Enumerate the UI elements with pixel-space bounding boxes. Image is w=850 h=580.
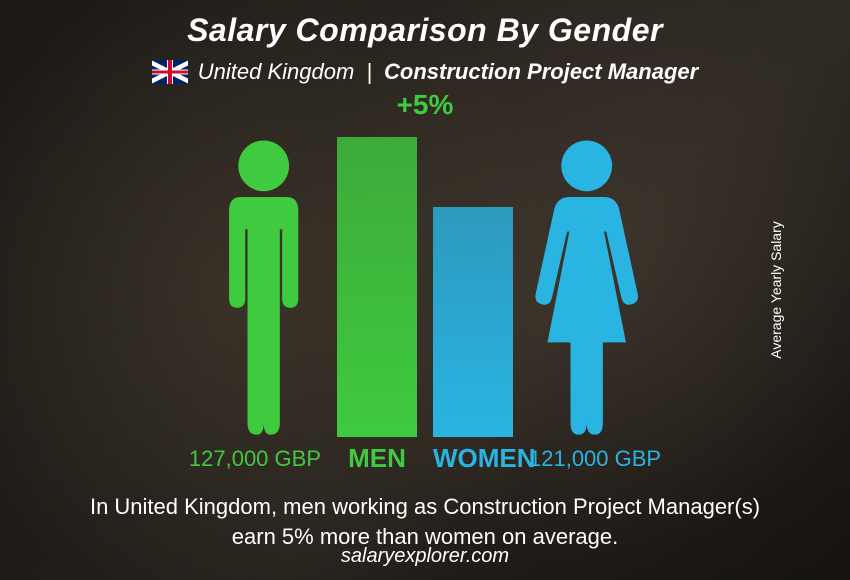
job-title-label: Construction Project Manager [384, 59, 698, 85]
men-icon-column [206, 117, 321, 437]
subtitle-divider: | [366, 59, 372, 85]
labels-row: 127,000 GBP MEN WOMEN 121,000 GBP [171, 443, 679, 474]
subtitle-row: United Kingdom | Construction Project Ma… [152, 59, 698, 85]
man-icon [206, 137, 321, 437]
infographic-container: Salary Comparison By Gender United Kingd… [0, 0, 850, 580]
page-title: Salary Comparison By Gender [187, 12, 663, 49]
description-text: In United Kingdom, men working as Constr… [65, 492, 785, 551]
uk-flag-icon [152, 60, 188, 84]
men-gender-label: MEN [337, 443, 417, 474]
women-bar [433, 207, 513, 437]
men-bar [337, 137, 417, 437]
women-gender-label: WOMEN [433, 443, 513, 474]
footer-attribution: salaryexplorer.com [0, 545, 850, 568]
chart-area [206, 117, 645, 437]
country-label: United Kingdom [198, 59, 355, 85]
woman-icon [529, 137, 644, 437]
men-salary-value: 127,000 GBP [171, 446, 321, 472]
women-icon-column [529, 117, 644, 437]
y-axis-label: Average Yearly Salary [767, 221, 783, 359]
women-salary-value: 121,000 GBP [529, 446, 679, 472]
men-bar-column [337, 117, 417, 437]
women-bar-column [433, 117, 513, 437]
